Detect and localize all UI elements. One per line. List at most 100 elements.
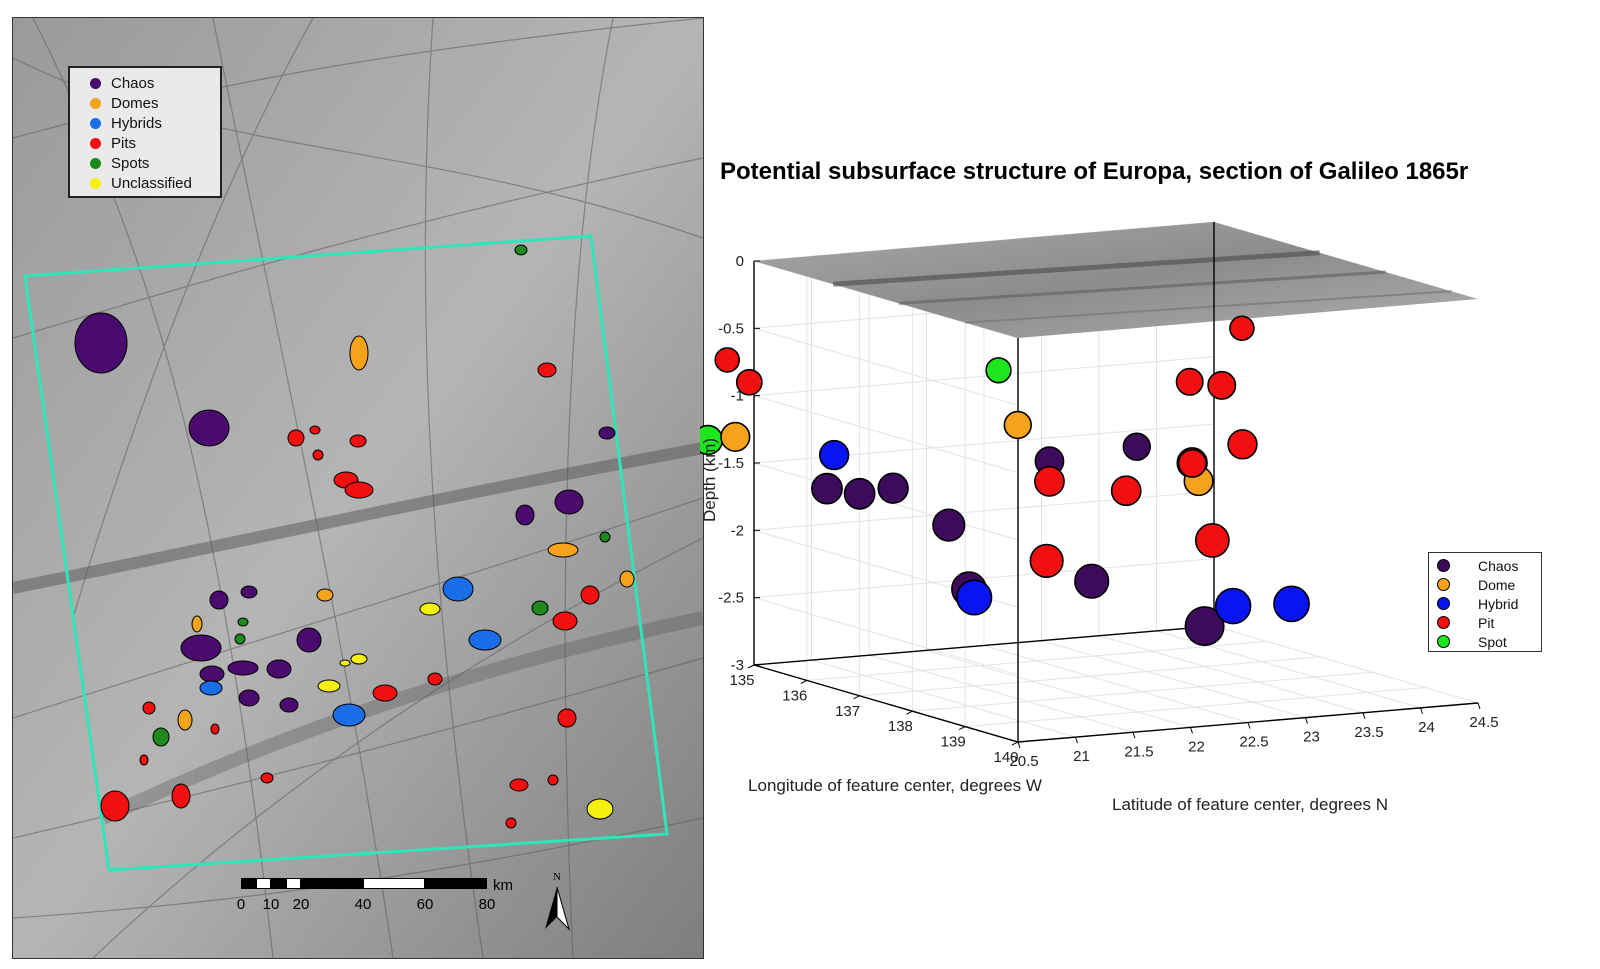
feature-polygons: [74, 244, 635, 829]
surface-ridges: [833, 250, 1452, 324]
map-legend-item: Spots: [90, 153, 220, 173]
feature-spots: [514, 244, 528, 256]
x-tick-mark: [906, 710, 913, 715]
feature-pits: [557, 708, 577, 728]
floor-gridline: [912, 671, 1373, 712]
point-pit: [1177, 448, 1207, 478]
floor-gridline: [983, 645, 1249, 723]
scale-label: 40: [354, 896, 372, 913]
point-dome: [1003, 410, 1032, 440]
y-tick-label: 24.5: [1469, 714, 1498, 731]
feature-hybrids: [442, 576, 474, 602]
feature-pits: [309, 425, 321, 435]
scale-segment: [271, 878, 286, 889]
scale-label: 20: [292, 896, 310, 913]
feature-pits: [505, 817, 517, 829]
feature-unclassified: [317, 679, 341, 693]
x-tick-mark: [853, 695, 860, 700]
x-axis-label: Longitude of feature center, degrees W: [748, 776, 1042, 795]
scale-segment: [256, 878, 271, 889]
z-tick-label: 0: [736, 253, 744, 270]
feature-pits: [139, 754, 149, 766]
point-pit: [735, 368, 763, 396]
floor-gridline: [868, 654, 1134, 733]
feature-pits: [349, 434, 367, 448]
point-pit: [1227, 429, 1258, 460]
scale-label: 10: [262, 896, 280, 913]
legend-label: Unclassified: [111, 174, 192, 192]
point-hybrid: [1273, 585, 1310, 623]
chart-legend-item: Chaos: [1437, 556, 1541, 575]
feature-domes: [316, 588, 334, 602]
map-legend-item: Domes: [90, 93, 220, 113]
feature-pits: [372, 684, 398, 702]
chart-legend-item: Dome: [1437, 575, 1541, 594]
feature-unclassified: [586, 798, 614, 820]
axis-edge: [753, 625, 1215, 666]
legend-marker-icon: [1437, 635, 1450, 648]
point-spot: [985, 357, 1012, 384]
map-legend-item: Hybrids: [90, 113, 220, 133]
map-legend-item: Pits: [90, 133, 220, 153]
surface-ridge-line: [899, 270, 1386, 305]
point-pit: [1034, 465, 1065, 497]
y-tick-label: 21.5: [1124, 743, 1153, 760]
floor-gridline: [811, 659, 1076, 738]
legend-marker-icon: [1437, 578, 1450, 591]
x-tick-mark: [800, 679, 808, 684]
feature-pits: [547, 774, 559, 786]
y-tick-label: 22.5: [1239, 734, 1268, 751]
feature-chaos: [209, 590, 229, 610]
point-pit: [714, 347, 741, 373]
legend-label: Hybrid: [1478, 595, 1519, 612]
feature-hybrids: [468, 629, 502, 651]
y-tick-mark: [1247, 722, 1251, 729]
feature-chaos: [266, 659, 292, 679]
y-tick-label: 21: [1073, 748, 1090, 765]
point-pit: [1229, 315, 1255, 342]
y-tick-label: 24: [1418, 719, 1435, 736]
legend-dot-icon: [90, 157, 101, 169]
point-pit: [1194, 522, 1230, 558]
x-tick-label: 137: [835, 703, 860, 720]
legend-marker-icon: [1437, 597, 1450, 610]
scale-segment: [301, 878, 363, 889]
y-tick-mark: [1477, 702, 1481, 710]
feature-spots: [152, 727, 170, 747]
chart-legend-item: Spot: [1437, 632, 1541, 651]
legend-marker-icon: [1437, 616, 1450, 629]
point-hybrid: [956, 579, 993, 616]
feature-domes: [177, 709, 193, 731]
feature-pits: [210, 723, 220, 735]
point-dome: [720, 421, 751, 452]
floor-gridline: [1041, 640, 1306, 719]
y-tick-label: 23.5: [1354, 724, 1383, 741]
map-legend: Chaos Domes Hybrids Pits Spots Unclassif…: [68, 66, 222, 198]
point-pit: [1029, 543, 1064, 578]
feature-chaos: [180, 634, 222, 662]
x-tick-mark: [1011, 741, 1019, 746]
point-chaos: [1074, 563, 1110, 599]
y-tick-label: 20.5: [1009, 753, 1038, 770]
legend-label: Spots: [111, 154, 150, 172]
chart-title: Potential subsurface structure of Europa…: [720, 158, 1469, 185]
legend-dot-icon: [90, 77, 101, 89]
feature-spots: [599, 531, 611, 543]
z-tick-label: -2: [731, 522, 744, 539]
chart-points: [700, 315, 1310, 647]
map-legend-item: Unclassified: [90, 173, 220, 193]
y-tick-mark: [1132, 732, 1136, 739]
point-chaos: [877, 472, 909, 504]
scale-segment: [425, 878, 487, 889]
y-tick-mark: [1362, 712, 1366, 719]
north-label: N: [553, 871, 561, 883]
wall-gridline: [753, 597, 1019, 676]
legend-dot-icon: [90, 117, 101, 129]
feature-domes: [547, 542, 579, 558]
chart-legend-item: Hybrid: [1437, 594, 1541, 613]
legend-label: Domes: [111, 94, 159, 112]
legend-label: Pits: [111, 134, 137, 152]
feature-chaos: [296, 627, 322, 653]
y-tick-mark: [1190, 727, 1193, 734]
feature-pits: [580, 585, 600, 605]
